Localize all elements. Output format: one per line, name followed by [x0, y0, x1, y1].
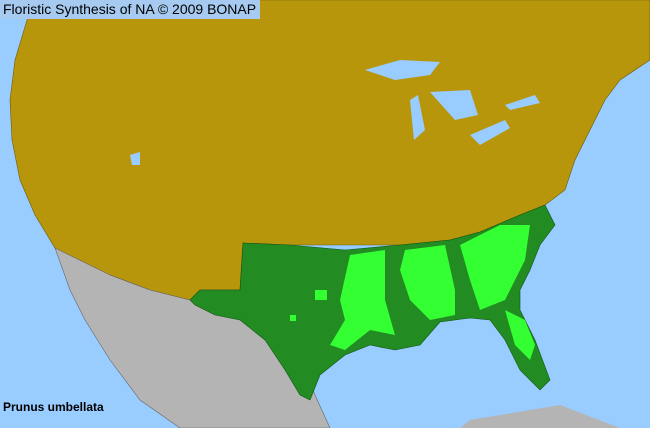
- cuba: [460, 405, 620, 428]
- great-lakes: [130, 60, 540, 165]
- map-title: Floristic Synthesis of NA © 2009 BONAP: [0, 0, 261, 19]
- land-north-america: [9, 0, 650, 301]
- species-name: Prunus umbellata: [3, 400, 104, 414]
- range-counties-present: [290, 225, 535, 360]
